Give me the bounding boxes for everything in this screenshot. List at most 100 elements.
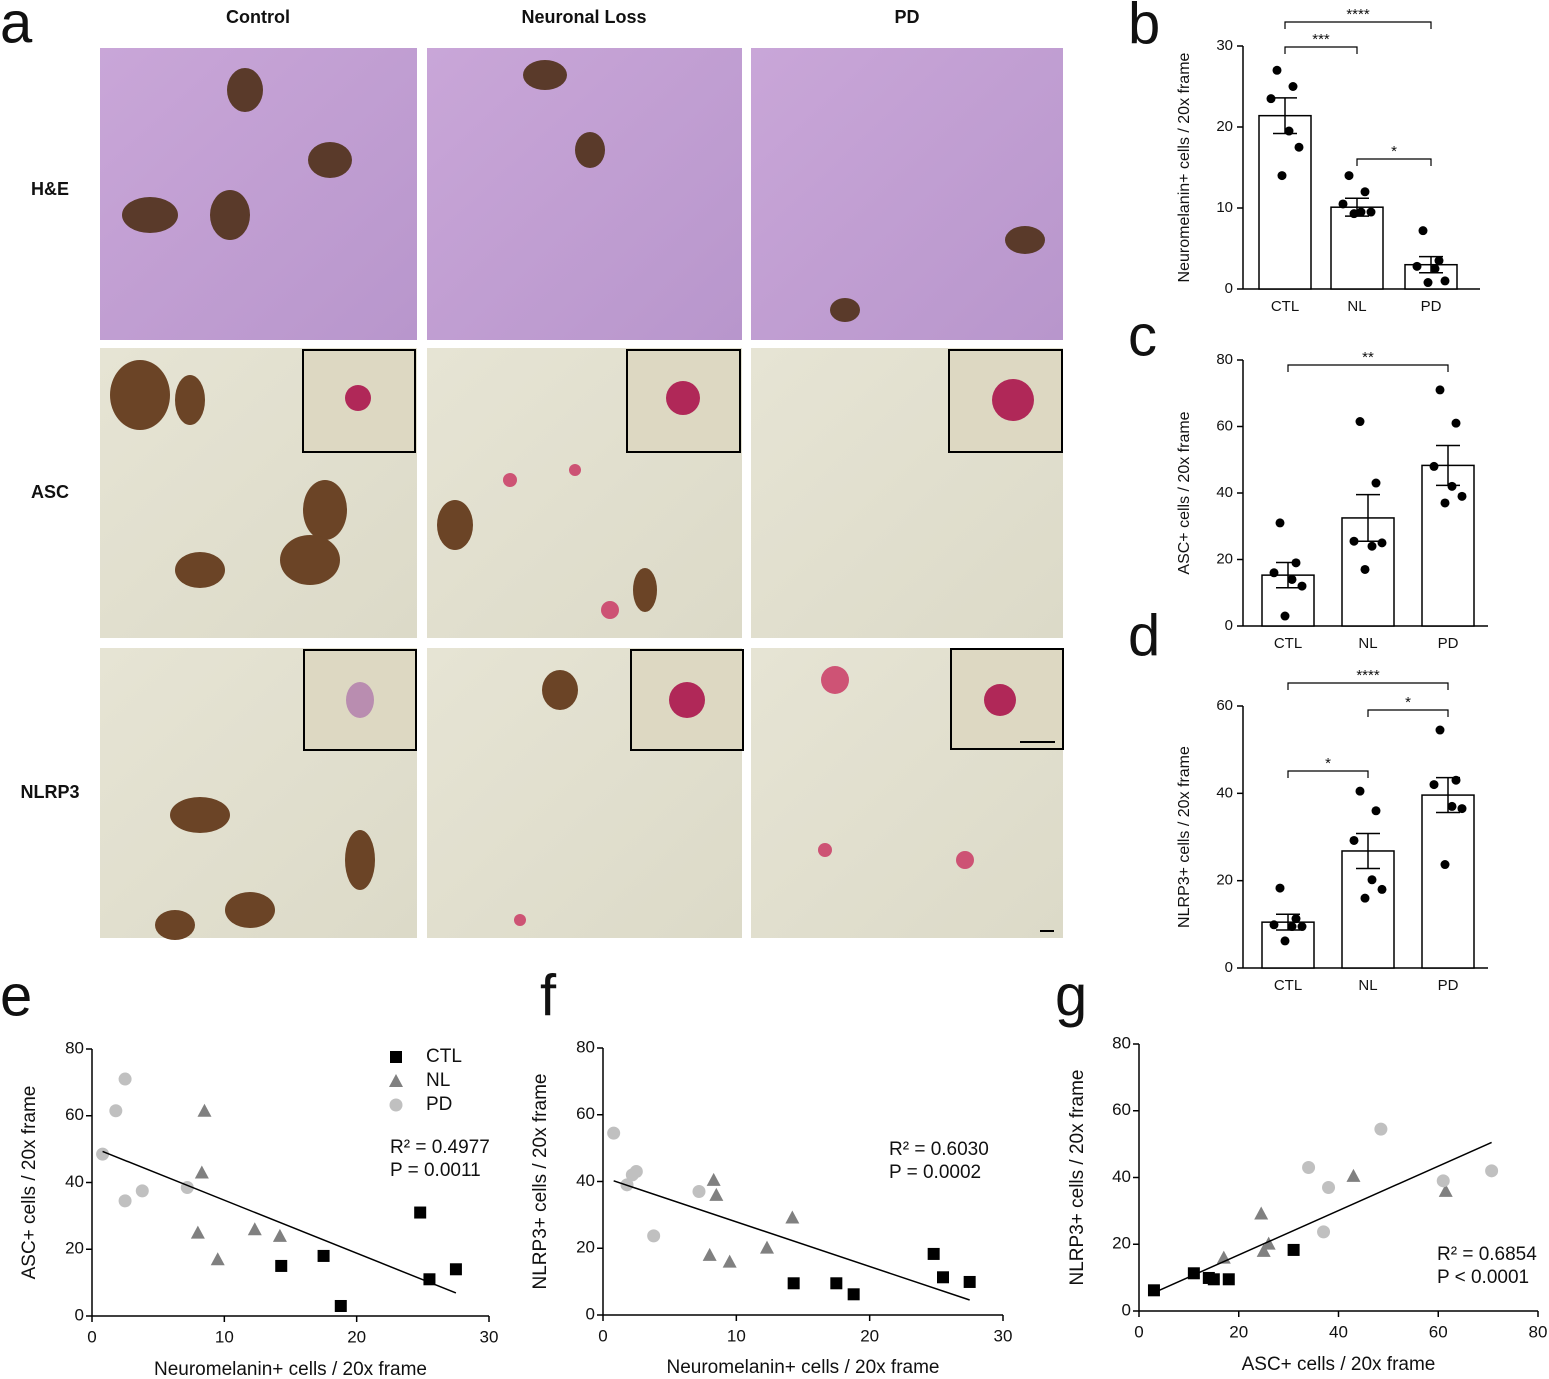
data-point [194, 1165, 209, 1179]
panel-label: d [1128, 603, 1160, 668]
data-point [1297, 581, 1307, 591]
data-point [1447, 801, 1457, 811]
data-point [109, 1104, 123, 1118]
data-point [1377, 538, 1387, 548]
data-point [1371, 478, 1381, 488]
significance-bracket [1287, 364, 1449, 372]
y-tick-label: 40 [65, 1172, 84, 1191]
data-point [1277, 171, 1287, 181]
y-tick-label: 60 [576, 1104, 595, 1123]
annotation: P = 0.0011 [390, 1160, 481, 1181]
data-point [1287, 922, 1297, 932]
bar [1421, 794, 1475, 969]
x-tick-label: 30 [994, 1326, 1013, 1345]
x-tick-label: PD [1421, 298, 1442, 315]
data-point [1261, 1236, 1276, 1250]
y-tick-label: 0 [586, 1304, 595, 1323]
data-point [1287, 1243, 1300, 1256]
annotation: R² = 0.4977 [390, 1137, 490, 1158]
x-tick-label: 40 [1329, 1322, 1348, 1341]
y-tick-label: 60 [1216, 417, 1233, 434]
data-point [118, 1194, 132, 1208]
data-point [1367, 875, 1377, 885]
y-axis-label: NLRP3+ cells / 20x frame [530, 1074, 551, 1290]
data-point [1360, 187, 1370, 197]
significance-label: **** [1346, 6, 1370, 23]
regression-line [1153, 1141, 1492, 1294]
y-tick-label: 40 [1216, 784, 1233, 801]
legend-label: CTL [426, 1046, 462, 1067]
data-point [1418, 226, 1428, 236]
data-point [1374, 1122, 1388, 1136]
data-point [1438, 1183, 1453, 1197]
data-point [190, 1225, 205, 1239]
error-bar [1273, 97, 1297, 135]
significance-label: **** [1356, 667, 1380, 684]
y-axis-label: ASC+ cells / 20x frame [1176, 411, 1193, 574]
x-tick-label: 0 [598, 1326, 607, 1345]
data-point [197, 1103, 212, 1117]
y-tick-label: 20 [65, 1239, 84, 1258]
y-tick-label: 80 [65, 1038, 84, 1057]
y-tick-label: 30 [1216, 37, 1233, 54]
y-axis-label: NLRP3+ cells / 20x frame [1067, 1070, 1088, 1286]
row-title: H&E [31, 179, 69, 199]
data-point [1451, 775, 1461, 785]
y-tick-label: 20 [1216, 118, 1233, 135]
data-point [1254, 1206, 1269, 1220]
data-point [963, 1275, 976, 1288]
significance-label: ** [1362, 349, 1374, 366]
data-point [1297, 922, 1307, 932]
row-title: ASC [31, 482, 69, 502]
data-point [1202, 1271, 1215, 1284]
data-point [1356, 207, 1366, 217]
annotation: R² = 0.6030 [889, 1139, 989, 1160]
y-tick-label: 0 [75, 1305, 84, 1324]
panel-label: e [0, 963, 32, 1028]
data-point [317, 1249, 330, 1262]
x-tick-label: CTL [1271, 298, 1299, 315]
significance-bracket [1284, 21, 1432, 29]
x-tick-label: 30 [480, 1327, 499, 1346]
data-point [334, 1299, 347, 1312]
data-point [1266, 94, 1276, 104]
data-point [1440, 860, 1450, 870]
data-point [706, 1172, 721, 1186]
x-tick-label: 20 [347, 1327, 366, 1346]
annotation: P = 0.0002 [889, 1162, 981, 1183]
legend-label: PD [426, 1094, 452, 1115]
bar [1421, 464, 1475, 627]
y-tick-label: 0 [1225, 280, 1233, 297]
data-point [1360, 564, 1370, 574]
bar [1258, 114, 1312, 290]
panel-label: c [1128, 303, 1157, 368]
data-point [1371, 806, 1381, 816]
y-axis-label: ASC+ cells / 20x frame [19, 1086, 40, 1280]
data-point [1485, 1164, 1499, 1178]
data-point [1360, 893, 1370, 903]
data-point [1280, 611, 1290, 621]
significance-label: * [1405, 694, 1411, 711]
data-point [275, 1259, 288, 1272]
legend-label: NL [426, 1070, 450, 1091]
data-point [1451, 418, 1461, 428]
bar [1330, 206, 1384, 290]
data-point [118, 1072, 132, 1086]
data-point [709, 1187, 724, 1201]
panel-label: f [540, 963, 557, 1028]
data-point [1338, 199, 1348, 209]
data-point [1349, 835, 1359, 845]
data-point [847, 1288, 860, 1301]
data-point [1349, 209, 1359, 219]
y-tick-label: 0 [1225, 959, 1233, 976]
y-tick-label: 60 [1216, 697, 1233, 714]
data-point [1366, 207, 1376, 217]
x-tick-label: 10 [727, 1326, 746, 1345]
data-point [1294, 142, 1304, 152]
y-tick-label: 40 [1216, 484, 1233, 501]
data-point [1302, 1160, 1316, 1174]
data-point [1440, 498, 1450, 508]
column-title: PD [894, 7, 919, 27]
data-point [1430, 264, 1440, 274]
x-tick-label: NL [1358, 635, 1377, 652]
